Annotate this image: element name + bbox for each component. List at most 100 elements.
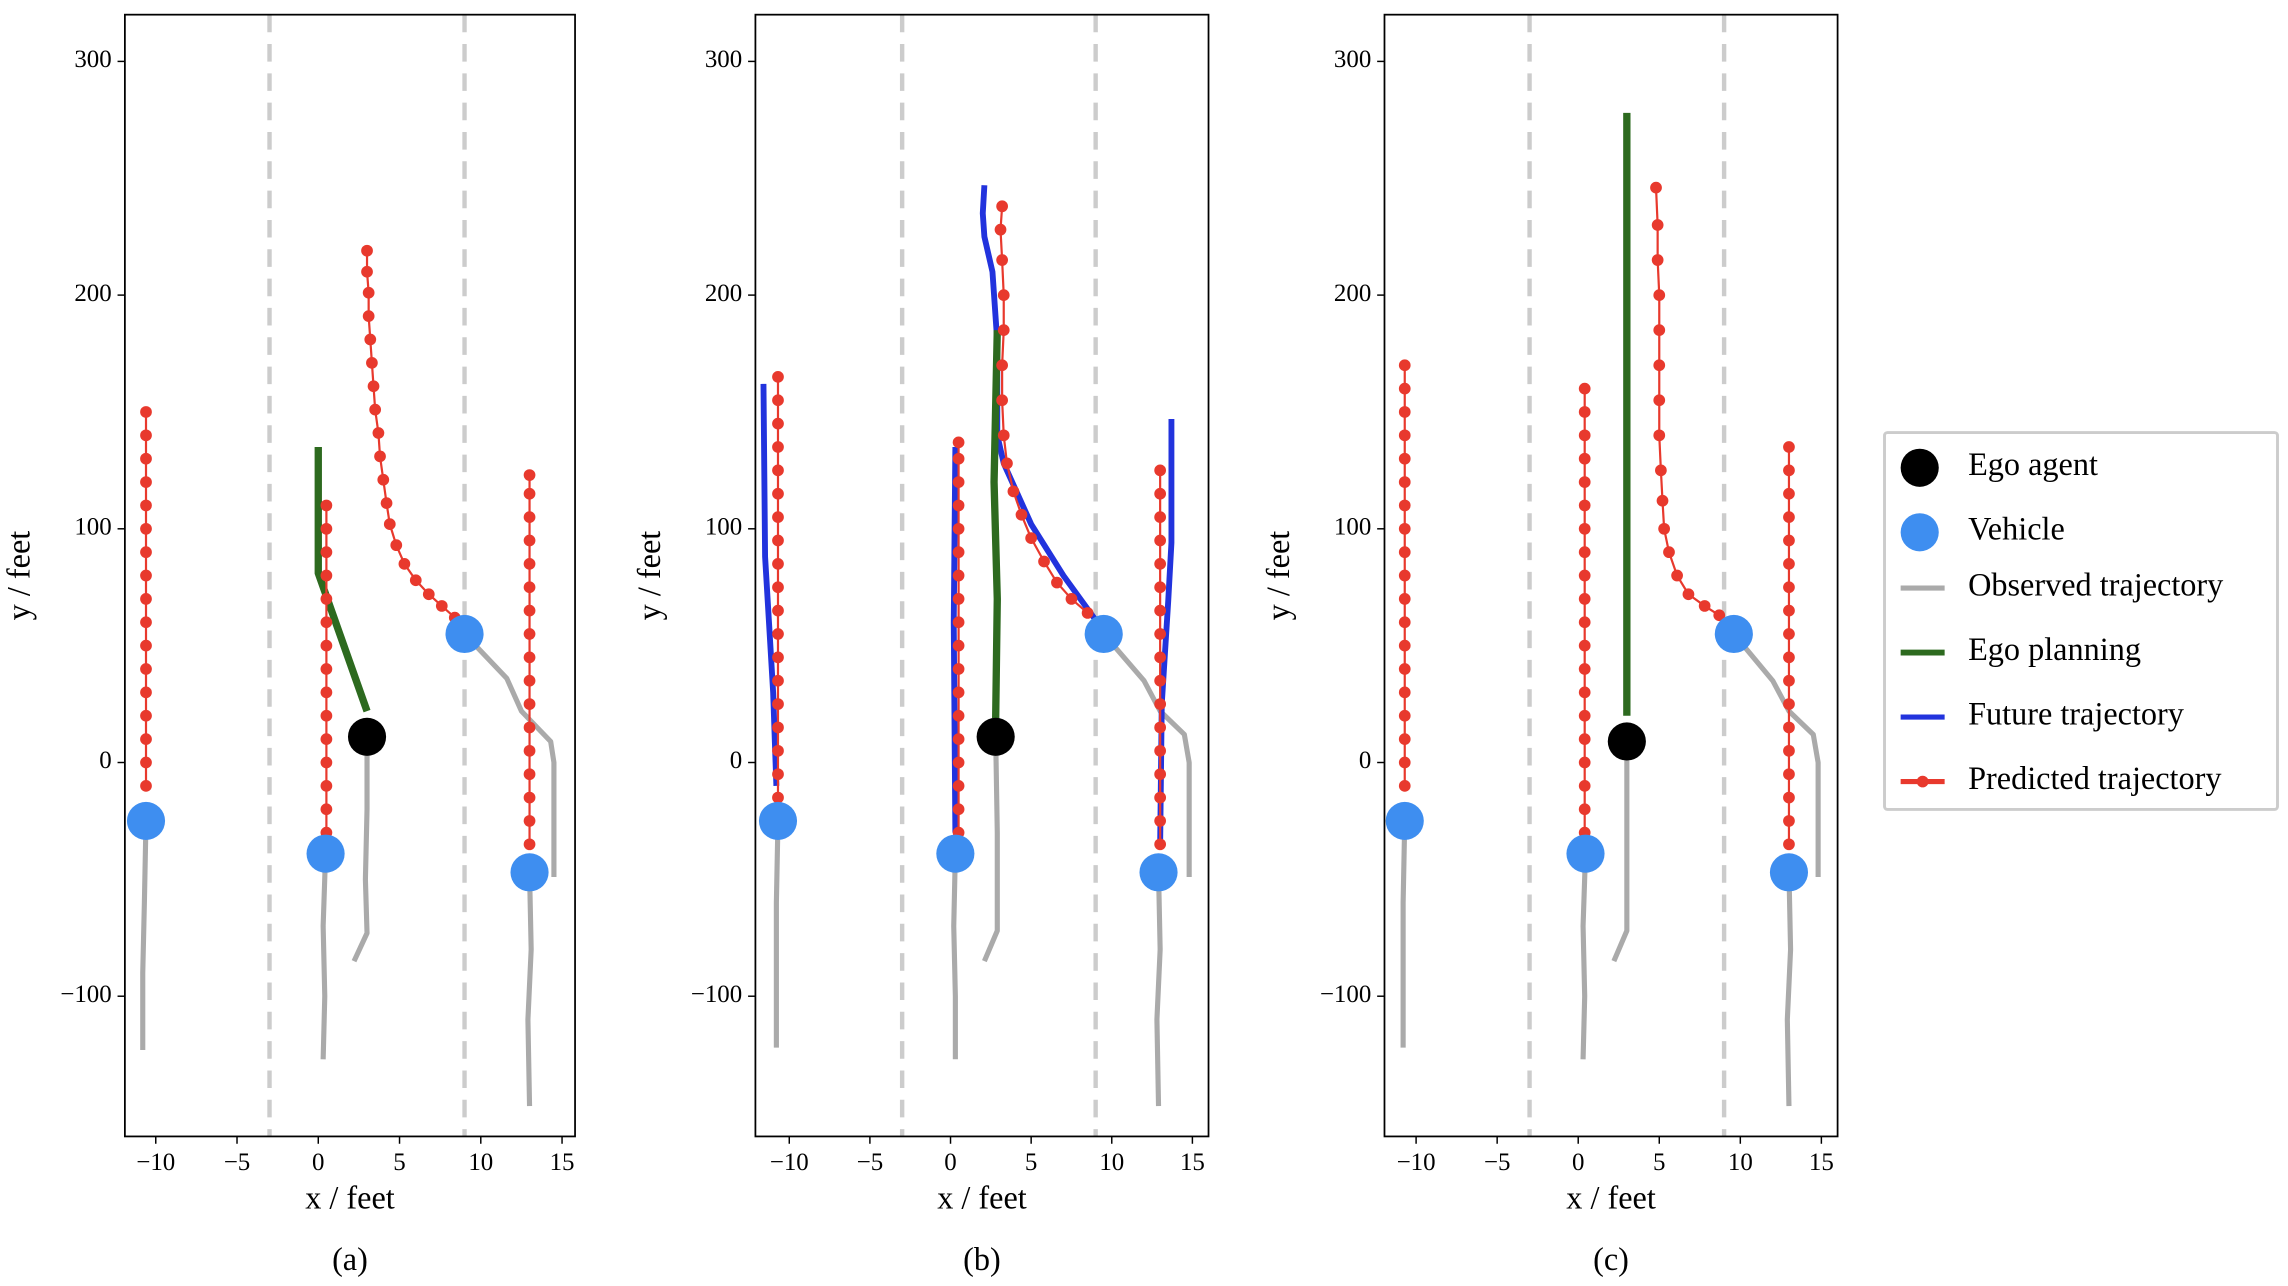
observed-trajectory — [320, 853, 329, 1060]
predicted-point — [390, 539, 403, 552]
vehicle — [126, 801, 166, 840]
predicted-point — [1713, 609, 1726, 622]
predicted-point — [952, 803, 965, 816]
observed-trajectory — [140, 820, 149, 1050]
vehicle — [936, 834, 975, 873]
legend-label: Predicted trajectory — [1968, 760, 2221, 796]
predicted-point — [772, 581, 784, 594]
predicted-point — [772, 557, 784, 570]
legend: Ego agent Vehicle Observed trajectory Ego p… — [1883, 431, 2279, 811]
y-tick-label: 200 — [74, 280, 111, 307]
predicted-point — [1783, 674, 1795, 687]
predicted-point — [523, 557, 536, 570]
predicted-point — [1154, 674, 1167, 687]
predicted-point — [1658, 522, 1670, 535]
predicted-point — [1398, 546, 1411, 559]
predicted-point — [952, 686, 965, 699]
legend-box — [1883, 431, 2279, 811]
predicted-point — [1025, 532, 1038, 545]
predicted-point — [952, 452, 965, 465]
predicted-point — [374, 450, 386, 463]
vehicle — [758, 801, 798, 840]
predicted-point — [1398, 569, 1411, 582]
predicted-point — [1578, 686, 1591, 699]
predicted-point — [772, 394, 784, 407]
predicted-point — [1398, 499, 1411, 512]
vehicle — [1385, 801, 1424, 840]
observed-trajectory — [1784, 872, 1794, 1107]
predicted-point — [1578, 452, 1591, 465]
y-tick-label: 200 — [1334, 280, 1371, 307]
x-tick-label: −5 — [224, 1149, 251, 1176]
legend-label: Observed trajectory — [1968, 566, 2223, 602]
y-tick-label: 0 — [99, 747, 111, 774]
predicted-point — [1578, 406, 1591, 418]
panel: −10 −5 0 5 10 15 −100 0 100 200 300 x / feet y / fee… — [631, 13, 1210, 1277]
vehicle — [1714, 614, 1753, 654]
plot-frame — [123, 13, 576, 1138]
predicted-point — [772, 698, 784, 710]
predicted-point — [523, 628, 536, 640]
predicted-point — [1783, 651, 1795, 664]
predicted-point — [1578, 756, 1591, 769]
predicted-point — [772, 744, 784, 757]
predicted-point — [1154, 487, 1167, 500]
predicted-point — [523, 651, 536, 664]
predicted-point — [364, 333, 377, 346]
predicted-point — [1783, 768, 1795, 781]
predicted-point — [952, 616, 965, 629]
predicted-point — [523, 791, 536, 804]
predicted-point — [1578, 593, 1591, 605]
x-tick-label: 15 — [1809, 1149, 1834, 1176]
predicted-point — [996, 394, 1008, 407]
predicted-point — [1398, 382, 1411, 395]
predicted-point — [435, 600, 448, 612]
predicted-point — [1154, 698, 1167, 710]
predicted-trajectory — [1654, 187, 1720, 617]
y-tick-label: 200 — [705, 280, 742, 307]
predicted-point — [1154, 604, 1167, 617]
predicted-point — [772, 464, 784, 477]
predicted-point — [1154, 721, 1167, 734]
y-tick-label: 300 — [74, 46, 111, 73]
predicted-point — [1578, 733, 1591, 746]
predicted-point — [140, 663, 152, 675]
predicted-point — [1783, 744, 1795, 757]
predicted-point — [1671, 569, 1683, 582]
observed-trajectory — [525, 872, 534, 1107]
predicted-point — [140, 569, 152, 582]
predicted-point — [952, 436, 965, 449]
predicted-point — [1154, 557, 1167, 570]
y-tick-label: −100 — [1320, 981, 1371, 1008]
panel-caption: (c) — [1593, 1241, 1629, 1277]
predicted-point — [1783, 441, 1795, 453]
predicted-point — [140, 522, 152, 535]
legend-label: Future trajectory — [1968, 695, 2184, 731]
predicted-point — [140, 499, 152, 512]
predicted-point — [1783, 815, 1795, 827]
predicted-point — [320, 780, 333, 792]
predicted-point — [140, 546, 152, 559]
predicted-point — [1653, 289, 1666, 301]
predicted-point — [1154, 791, 1167, 804]
predicted-point — [140, 452, 152, 465]
vehicle — [1566, 834, 1605, 873]
predicted-point — [1578, 522, 1591, 535]
predicted-point — [1783, 791, 1795, 804]
predicted-point — [1398, 663, 1411, 675]
predicted-point — [1578, 569, 1591, 582]
predicted-point — [140, 639, 152, 652]
predicted-point — [380, 497, 393, 509]
predicted-point — [523, 768, 536, 781]
predicted-point — [523, 511, 536, 523]
predicted-point — [320, 756, 333, 769]
predicted-point — [320, 733, 333, 746]
x-tick-label: 0 — [312, 1149, 324, 1176]
predicted-point — [1398, 686, 1411, 699]
legend-label: Ego planning — [1968, 631, 2141, 667]
predicted-point — [1007, 485, 1020, 498]
predicted-point — [1783, 464, 1795, 477]
observed-trajectory — [462, 632, 557, 878]
predicted-point — [1398, 593, 1411, 605]
ego-agent — [1607, 722, 1646, 761]
